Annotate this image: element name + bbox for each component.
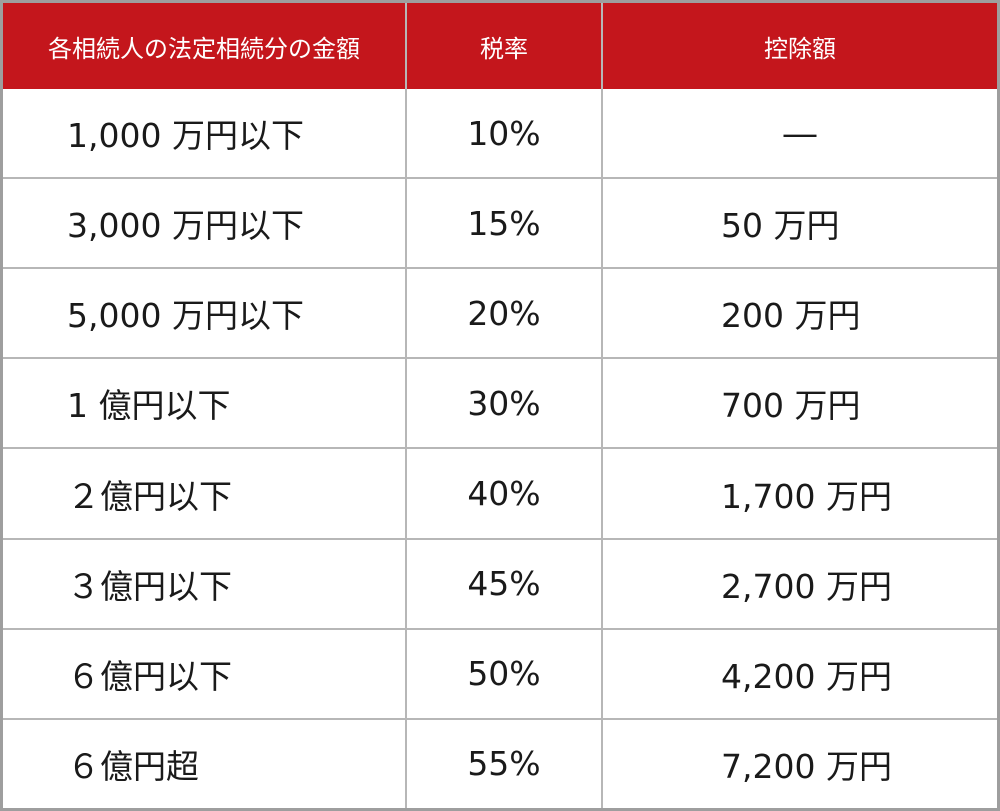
rate-cell: 20% bbox=[406, 268, 603, 360]
table-row: ６億円以下 50% 4,200 万円 bbox=[3, 628, 997, 720]
tax-table: 各相続人の法定相続分の金額 税率 控除額 1,000 万円以下 10% ― 3,… bbox=[3, 3, 997, 808]
deduction-cell: 700 万円 bbox=[602, 358, 997, 450]
table-row: ３億円以下 45% 2,700 万円 bbox=[3, 538, 997, 630]
amount-cell: 3,000 万円以下 bbox=[3, 178, 407, 270]
rate-cell: 50% bbox=[406, 628, 603, 720]
rate-cell: 55% bbox=[406, 718, 603, 808]
amount-cell: 1,000 万円以下 bbox=[3, 89, 407, 180]
rate-cell: 45% bbox=[406, 538, 603, 630]
header-deduction: 控除額 bbox=[602, 3, 997, 89]
table-row: 5,000 万円以下 20% 200 万円 bbox=[3, 268, 997, 360]
table-header: 各相続人の法定相続分の金額 税率 控除額 bbox=[3, 3, 997, 89]
header-rate: 税率 bbox=[406, 3, 603, 89]
deduction-cell: ― bbox=[602, 89, 997, 180]
amount-cell: ３億円以下 bbox=[3, 538, 407, 630]
rate-cell: 10% bbox=[406, 89, 603, 180]
deduction-cell: 200 万円 bbox=[602, 268, 997, 360]
table-row: ６億円超 55% 7,200 万円 bbox=[3, 718, 997, 808]
deduction-cell: 2,700 万円 bbox=[602, 538, 997, 630]
table-row: 3,000 万円以下 15% 50 万円 bbox=[3, 178, 997, 270]
table-body: 1,000 万円以下 10% ― 3,000 万円以下 15% 50 万円 5,… bbox=[3, 89, 997, 808]
header-amount: 各相続人の法定相続分の金額 bbox=[3, 3, 407, 89]
rate-cell: 40% bbox=[406, 448, 603, 540]
amount-cell: ２億円以下 bbox=[3, 448, 407, 540]
deduction-cell: 1,700 万円 bbox=[602, 448, 997, 540]
deduction-cell: 7,200 万円 bbox=[721, 746, 892, 786]
table-row: ２億円以下 40% 1,700 万円 bbox=[3, 448, 997, 540]
rate-cell: 30% bbox=[406, 358, 603, 450]
amount-cell: ６億円超 bbox=[3, 718, 407, 808]
table-row: 1,000 万円以下 10% ― bbox=[3, 89, 997, 180]
rate-cell: 15% bbox=[406, 178, 603, 270]
table-row: 1 億円以下 30% 700 万円 bbox=[3, 358, 997, 450]
deduction-cell: 4,200 万円 bbox=[602, 628, 997, 720]
amount-cell: ６億円以下 bbox=[3, 628, 407, 720]
amount-cell: 5,000 万円以下 bbox=[3, 268, 407, 360]
deduction-cell: 50 万円 bbox=[602, 178, 997, 270]
amount-cell: 1 億円以下 bbox=[3, 358, 407, 450]
header-row: 各相続人の法定相続分の金額 税率 控除額 bbox=[3, 3, 997, 89]
